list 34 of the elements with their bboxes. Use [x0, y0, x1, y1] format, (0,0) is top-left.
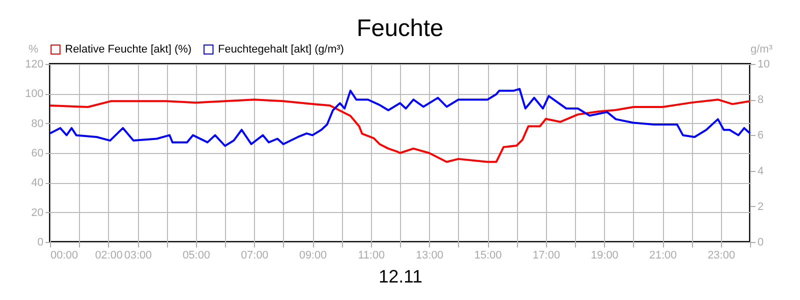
- y2-tick-label: 10: [758, 58, 770, 70]
- y2-tick-label: 6: [758, 130, 764, 142]
- y-tick-label: 0: [37, 236, 44, 248]
- y-tick-label: 20: [31, 206, 44, 219]
- line-series: [49, 88, 751, 147]
- y2-tick-label: 0: [758, 236, 764, 248]
- x-tick-label: 15:00: [474, 250, 502, 262]
- y-tick-label: 120: [25, 58, 44, 70]
- chart-title: Feuchte: [356, 15, 444, 42]
- x-tick-label: 21:00: [649, 250, 677, 262]
- line-series: [49, 98, 751, 163]
- y-tick-label: 80: [31, 118, 44, 130]
- x-tick-label: 17:00: [532, 250, 560, 262]
- x-tick-label: 02:00: [95, 250, 123, 262]
- y2-tick-label: 4: [758, 165, 764, 178]
- x-tick-label: 03:00: [124, 250, 152, 262]
- x-tick-label: 13:00: [416, 250, 444, 262]
- y-tick-label: 60: [31, 148, 44, 160]
- y-tick-label: 40: [31, 177, 44, 190]
- legend-label: Relative Feuchte [akt] (%): [65, 44, 192, 56]
- y2-tick-label: 8: [758, 94, 764, 106]
- x-tick-label: 07:00: [240, 250, 268, 262]
- y2-axis-title: g/m³: [750, 44, 773, 56]
- x-tick-label: 09:00: [299, 250, 327, 262]
- x-tick-label: 11:00: [358, 250, 385, 262]
- legend-label: Feuchtegehalt [akt] (g/m³): [218, 44, 344, 56]
- x-tick-label: 00:00: [50, 250, 78, 262]
- y2-tick-label: 2: [758, 200, 764, 213]
- x-axis-title: 12.11: [378, 266, 422, 286]
- x-tick-label: 05:00: [182, 250, 210, 262]
- y-axis-title: %: [28, 44, 38, 56]
- x-tick-label: 23:00: [708, 250, 736, 262]
- y-tick-label: 100: [25, 88, 44, 100]
- x-tick-label: 19:00: [590, 250, 618, 262]
